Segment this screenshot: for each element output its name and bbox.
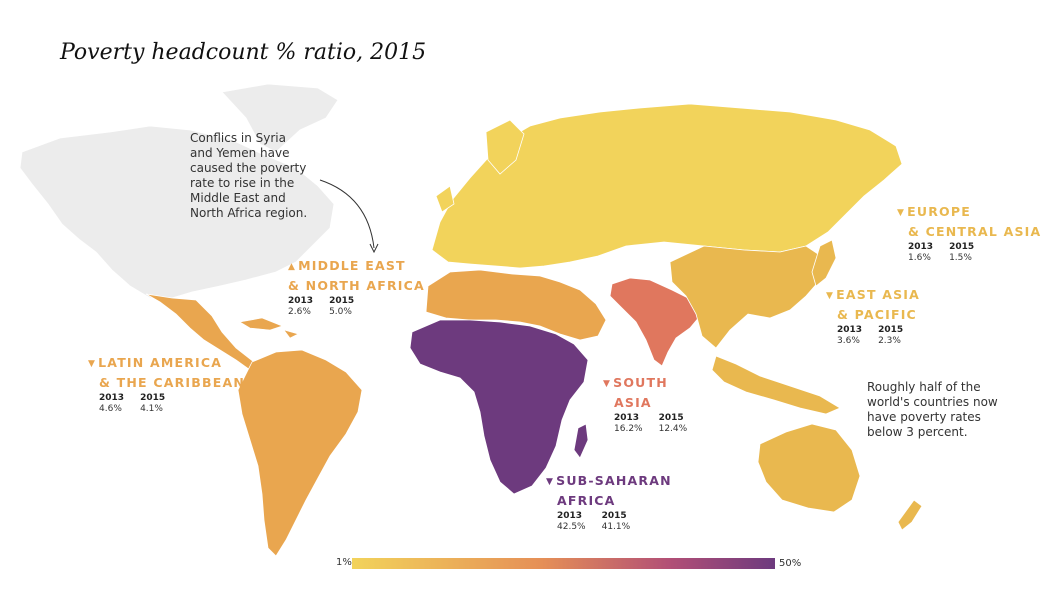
year-2013: 2013	[614, 413, 640, 423]
region-name-2: & NORTH AFRICA	[288, 278, 425, 293]
region-name: EUROPE	[907, 204, 971, 219]
year-2015: 2015	[329, 296, 355, 306]
uk-scandinavia	[435, 119, 525, 213]
value-2015: 12.4%	[658, 424, 688, 434]
year-2013: 2013	[288, 296, 314, 306]
year-2013: 2013	[837, 325, 863, 335]
note-line: below 3 percent.	[867, 425, 968, 439]
annotation-arrowhead	[369, 243, 379, 254]
note-line: have poverty rates	[867, 410, 981, 424]
year-2015: 2015	[658, 413, 684, 423]
value-2013: 16.2%	[614, 424, 643, 434]
region-name: SOUTH	[613, 375, 668, 390]
legend-min-label: 1%	[336, 557, 352, 568]
label-middle-east-north-africa: ▲ MIDDLE EAST & NORTH AFRICA 2013 2.6% 201…	[288, 257, 425, 318]
value-2013: 3.6%	[837, 336, 860, 346]
note-line: rate to rise in the	[190, 176, 295, 190]
label-south-asia: ▼ SOUTH ASIA 2013 16.2% 2015 12.4%	[603, 374, 687, 435]
value-2015: 1.5%	[949, 253, 972, 263]
caribbean	[239, 317, 299, 339]
region-name: SUB-SAHARAN	[556, 473, 672, 488]
value-2013: 4.6%	[99, 404, 122, 414]
region-name-2: & CENTRAL ASIA	[908, 224, 1042, 239]
year-2015: 2015	[140, 393, 166, 403]
year-2015: 2015	[949, 242, 975, 252]
triangle-marker-icon: ▲	[288, 262, 297, 272]
value-2015: 4.1%	[140, 404, 163, 414]
note-line: Middle East and	[190, 191, 286, 205]
note-line: Roughly half of the	[867, 380, 981, 394]
value-2015: 5.0%	[329, 307, 352, 317]
legend-bar	[352, 558, 775, 569]
note-line: world's countries now	[867, 395, 998, 409]
note-line: and Yemen have	[190, 146, 290, 160]
value-2013: 1.6%	[908, 253, 931, 263]
new-zealand	[897, 499, 923, 531]
se-asia-islands	[711, 355, 841, 415]
conflict-note: Conflics in Syria and Yemen have caused …	[190, 131, 307, 221]
year-2013: 2013	[557, 511, 583, 521]
year-2013: 2013	[99, 393, 125, 403]
region-name: EAST ASIA	[836, 287, 921, 302]
triangle-marker-icon: ▼	[826, 291, 835, 301]
triangle-marker-icon: ▼	[546, 477, 555, 487]
map-title: Poverty headcount % ratio, 2015	[60, 40, 427, 65]
triangle-marker-icon: ▼	[603, 379, 612, 389]
south-asia	[609, 277, 701, 367]
region-name-2: ASIA	[614, 395, 652, 410]
label-east-asia-pacific: ▼ EAST ASIA & PACIFIC 2013 3.6% 2015 2.3%	[826, 286, 920, 347]
year-2015: 2015	[878, 325, 904, 335]
label-sub-saharan-africa: ▼ SUB-SAHARAN AFRICA 2013 42.5% 2015 41.1%	[546, 472, 672, 533]
note-line: caused the poverty	[190, 161, 307, 175]
region-name-2: & PACIFIC	[837, 307, 917, 322]
half-countries-note: Roughly half of the world's countries no…	[867, 380, 998, 440]
value-2013: 42.5%	[557, 522, 586, 532]
note-line: North Africa region.	[190, 206, 308, 220]
madagascar	[573, 423, 589, 459]
year-2015: 2015	[601, 511, 627, 521]
sub-saharan-africa	[409, 319, 589, 495]
region-name-2: & THE CARIBBEAN	[99, 375, 245, 390]
australia	[757, 423, 861, 513]
europe-central-asia	[431, 103, 903, 269]
legend-max-label: 50%	[779, 558, 802, 569]
greenland	[221, 83, 339, 153]
north-america	[19, 125, 335, 299]
south-america	[237, 349, 363, 557]
label-latin-america: ▼ LATIN AMERICA & THE CARIBBEAN 2013 4.6% …	[88, 354, 245, 415]
note-line: Conflics in Syria	[190, 131, 286, 145]
annotation-arrow	[319, 179, 375, 249]
region-name: LATIN AMERICA	[98, 355, 223, 370]
triangle-marker-icon: ▼	[897, 208, 906, 218]
triangle-marker-icon: ▼	[88, 359, 97, 369]
year-2013: 2013	[908, 242, 934, 252]
value-2013: 2.6%	[288, 307, 311, 317]
region-name: MIDDLE EAST	[298, 258, 406, 273]
value-2015: 41.1%	[601, 522, 631, 532]
east-asia-pacific	[669, 245, 825, 349]
region-name-2: AFRICA	[557, 493, 616, 508]
value-2015: 2.3%	[878, 336, 901, 346]
label-europe-central-asia: ▼ EUROPE & CENTRAL ASIA 2013 1.6% 2015 1.5%	[897, 203, 1041, 264]
japan	[811, 239, 837, 287]
